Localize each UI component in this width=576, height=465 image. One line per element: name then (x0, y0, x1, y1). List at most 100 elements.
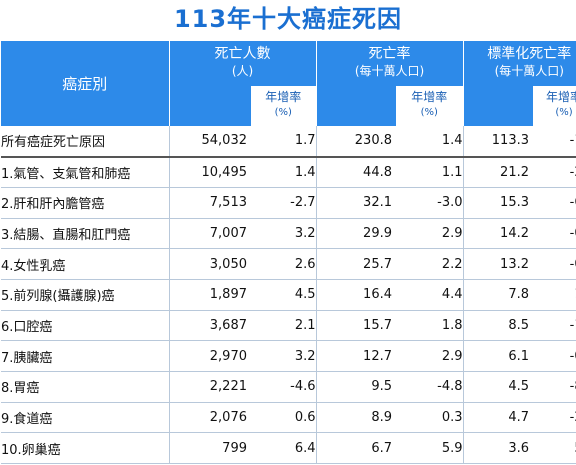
cell-deaths-yoy: 2.1 (247, 310, 316, 342)
header-blank (462, 85, 529, 126)
header-deaths-label: 死亡人數 (214, 46, 271, 62)
cell-rate: 44.8 (315, 156, 392, 188)
page-title: 113年十大癌症死因 (173, 5, 403, 33)
cell-rate-yoy: 1.4 (392, 126, 463, 158)
row-name: 8.胃癌 (1, 371, 169, 403)
header-rate-label: 死亡率 (368, 46, 411, 62)
header-std-yoy: 年增率 (%) (529, 85, 576, 126)
cell-deaths-yoy: 2.6 (247, 248, 316, 280)
table-row: 3.結腸、直腸和肛門癌 7,007 3.2 29.9 2.9 14.2 -0.4 (1, 218, 576, 250)
row-name: 3.結腸、直腸和肛門癌 (1, 218, 169, 250)
cell-rate: 8.9 (315, 402, 392, 434)
header-blank (168, 85, 247, 126)
cell-deaths: 1,897 (168, 279, 247, 311)
header-std-rate: 標準化死亡率 (每十萬人口) (462, 41, 576, 85)
cell-rate-yoy: 2.9 (392, 218, 463, 250)
header-rate-unit: (每十萬人口) (354, 64, 425, 78)
header-deaths-yoy: 年增率 (%) (247, 85, 316, 126)
cell-deaths: 3,687 (168, 310, 247, 342)
cell-deaths-yoy: 1.7 (247, 126, 316, 158)
cell-std: 113.3 (462, 126, 529, 158)
cell-deaths-yoy: 4.5 (247, 279, 316, 311)
cell-deaths: 799 (168, 432, 247, 465)
cell-deaths-yoy: 6.4 (247, 432, 316, 465)
cell-rate: 32.1 (315, 187, 392, 219)
table-row: 9.食道癌 2,076 0.6 8.9 0.3 4.7 -2.4 (1, 402, 576, 434)
cell-deaths: 3,050 (168, 248, 247, 280)
cell-deaths: 2,221 (168, 371, 247, 403)
cell-std: 13.2 (462, 248, 529, 280)
header-deaths: 死亡人數 (人) (168, 41, 316, 85)
cell-std-yoy: -8.3 (529, 371, 576, 403)
cell-std: 8.5 (462, 310, 529, 342)
cell-rate: 9.5 (315, 371, 392, 403)
cell-deaths-yoy: -4.6 (247, 371, 316, 403)
cell-std: 3.6 (462, 432, 529, 465)
cell-deaths: 54,032 (168, 126, 247, 158)
cell-rate: 12.7 (315, 340, 392, 372)
yoy-unit: (%) (274, 106, 292, 118)
cell-std-yoy: -6.3 (529, 187, 576, 219)
cell-rate-yoy: 5.9 (392, 432, 463, 465)
yoy-box: 年增率 (%) (533, 85, 576, 126)
cell-std-yoy: -1.5 (529, 310, 576, 342)
cell-deaths: 10,495 (168, 156, 247, 188)
header-blank (315, 85, 392, 126)
cell-std: 21.2 (462, 156, 529, 188)
cell-rate: 29.9 (315, 218, 392, 250)
cancer-deaths-table: 癌症別 死亡人數 (人) 死亡率 (每十萬人口) 標準化死亡率 (每十萬人口) (1, 41, 576, 465)
cell-std: 14.2 (462, 218, 529, 250)
cell-deaths-yoy: 3.2 (247, 340, 316, 372)
row-name: 所有癌症死亡原因 (1, 126, 169, 158)
cell-rate: 6.7 (315, 432, 392, 465)
cell-std: 6.1 (462, 340, 529, 372)
cell-std-yoy: -2.4 (529, 402, 576, 434)
yoy-box: 年增率 (%) (396, 85, 463, 126)
table-header: 癌症別 死亡人數 (人) 死亡率 (每十萬人口) 標準化死亡率 (每十萬人口) (1, 41, 576, 126)
header-std-rate-label: 標準化死亡率 (487, 46, 572, 62)
cell-deaths: 7,007 (168, 218, 247, 250)
yoy-unit: (%) (555, 106, 573, 118)
cell-rate-yoy: 0.3 (392, 402, 463, 434)
cell-rate-yoy: 4.4 (392, 279, 463, 311)
header-rate-yoy: 年增率 (%) (392, 85, 463, 126)
table-row: 7.胰臟癌 2,970 3.2 12.7 2.9 6.1 -0.9 (1, 340, 576, 372)
table-row-total: 所有癌症死亡原因 54,032 1.7 230.8 1.4 113.3 -1.9 (1, 126, 576, 158)
cell-deaths-yoy: -2.7 (247, 187, 316, 219)
cell-std: 4.7 (462, 402, 529, 434)
cell-deaths-yoy: 0.6 (247, 402, 316, 434)
cell-std-yoy: -1.9 (529, 126, 576, 158)
cell-rate-yoy: -3.0 (392, 187, 463, 219)
table-row: 5.前列腺(攝護腺)癌 1,897 4.5 16.4 4.4 7.8 1.5 (1, 279, 576, 311)
row-name: 4.女性乳癌 (1, 248, 169, 280)
row-name: 2.肝和肝內膽管癌 (1, 187, 169, 219)
yoy-label: 年增率 (545, 89, 576, 104)
cell-rate: 230.8 (315, 126, 392, 158)
header-std-rate-unit: (每十萬人口) (494, 64, 564, 78)
yoy-unit: (%) (420, 106, 438, 118)
yoy-label: 年增率 (411, 89, 448, 104)
table-row: 1.氣管、支氣管和肺癌 10,495 1.4 44.8 1.1 21.2 -2.… (1, 156, 576, 188)
cell-deaths: 7,513 (168, 187, 247, 219)
cell-std: 4.5 (462, 371, 529, 403)
cell-rate-yoy: 2.2 (392, 248, 463, 280)
row-name: 10.卵巢癌 (1, 432, 169, 465)
table-row: 4.女性乳癌 3,050 2.6 25.7 2.2 13.2 -0.8 (1, 248, 576, 280)
cell-std-yoy: -0.8 (529, 248, 576, 280)
cell-deaths: 2,076 (168, 402, 247, 434)
header-category: 癌症別 (1, 41, 170, 126)
table-row: 10.卵巢癌 799 6.4 6.7 5.9 3.6 5.1 (1, 432, 576, 465)
cell-std-yoy: 1.5 (529, 279, 576, 311)
table-row: 8.胃癌 2,221 -4.6 9.5 -4.8 4.5 -8.3 (1, 371, 576, 403)
row-name: 6.口腔癌 (1, 310, 169, 342)
cell-rate: 25.7 (315, 248, 392, 280)
cell-rate: 16.4 (315, 279, 392, 311)
cell-std: 7.8 (462, 279, 529, 311)
header-rate: 死亡率 (每十萬人口) (315, 41, 463, 85)
cell-rate-yoy: -4.8 (392, 371, 463, 403)
cell-std-yoy: 5.1 (529, 432, 576, 465)
cell-deaths-yoy: 3.2 (247, 218, 316, 250)
row-name: 9.食道癌 (1, 402, 169, 434)
yoy-label: 年增率 (265, 89, 302, 104)
